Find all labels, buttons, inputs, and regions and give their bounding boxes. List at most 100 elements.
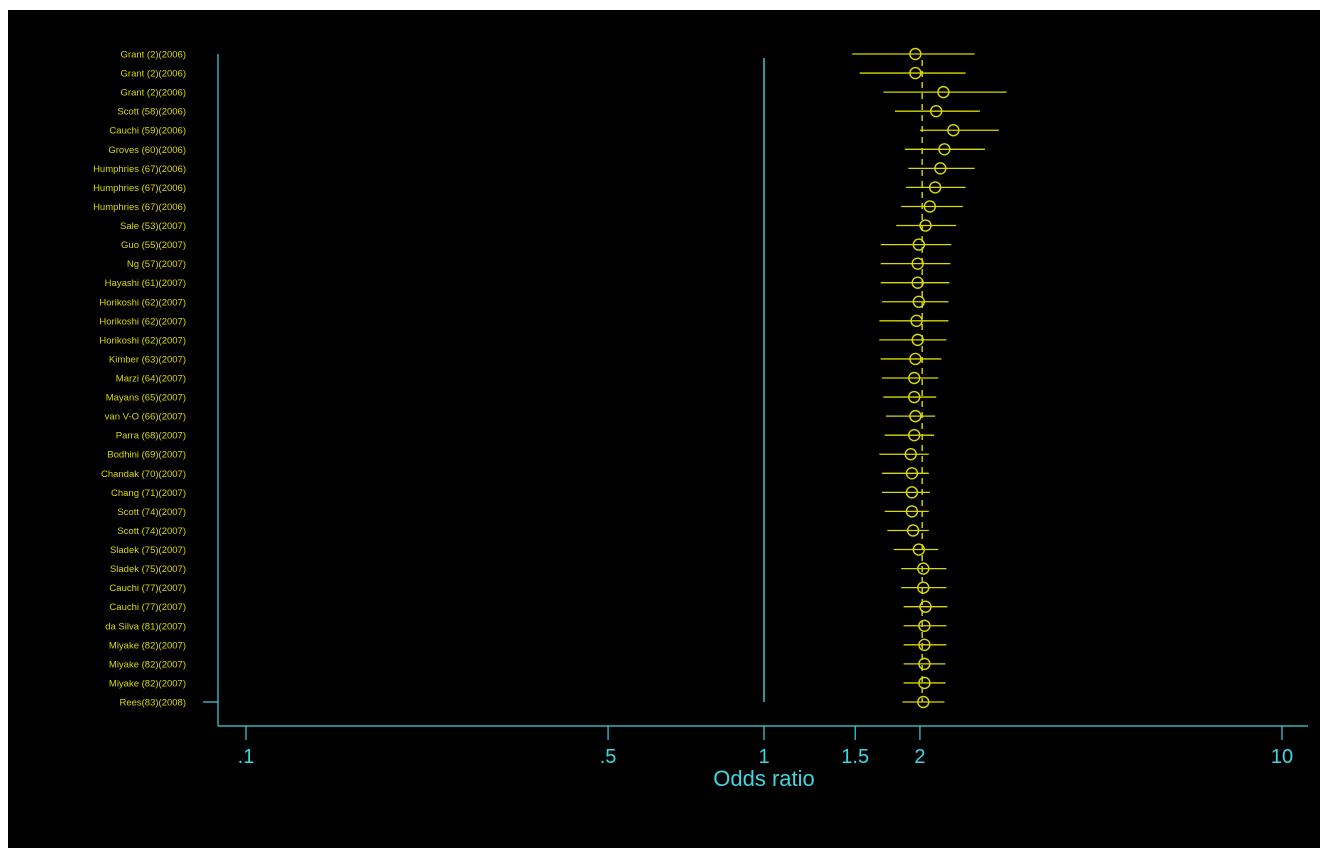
point-estimate [937,85,950,99]
study-row: Groves (60)(2006) [108,143,985,156]
point-estimate [917,581,930,594]
point-estimate [909,409,922,423]
study-label: Scott (58)(2006) [117,107,186,118]
point-estimate [908,390,921,404]
point-estimate [911,257,924,270]
study-label: Mayans (65)(2007) [106,393,186,404]
point-estimate [938,143,951,156]
point-estimate [918,619,931,632]
study-label: Cauchi (59)(2006) [109,126,186,137]
study-row: Bodhini (69)(2007) [107,448,929,461]
study-label: Grant (2)(2006) [121,69,186,80]
point-estimate [928,181,942,194]
point-estimate [918,676,931,690]
x-tick-label: 1.5 [841,746,869,768]
study-label: Bodhini (69)(2007) [107,450,186,461]
study-row: Cauchi (77)(2007) [109,581,947,594]
study-label: Guo (55)(2007) [121,240,186,251]
study-label: Ng (57)(2007) [127,259,186,270]
study-row: Miyake (82)(2007) [109,676,946,690]
point-estimate [912,295,926,308]
study-row: Mayans (65)(2007) [106,390,937,404]
point-estimate [947,124,960,137]
study-label: Hayashi (61)(2007) [105,278,186,289]
forest-plot-svg: .1 .5 1 1.5 2 10 Grant (2)(2006) Grant (2)(200… [8,10,1320,848]
point-estimate [905,486,919,499]
study-label: Grant (2)(2006) [121,88,186,99]
study-row: Humphries (67)(2006) [93,200,963,213]
x-ticks: .1 .5 1 1.5 2 10 [238,726,1293,768]
study-label: da Silva (81)(2007) [105,621,186,632]
point-estimate [908,428,921,442]
study-row: Humphries (67)(2006) [93,162,975,175]
study-row: Rees(83)(2008) [119,695,945,709]
study-row: Parra (68)(2007) [116,428,935,442]
study-label: Humphries (67)(2006) [93,164,186,175]
study-label: Sale (53)(2007) [120,221,186,232]
study-label: Horikoshi (62)(2007) [99,316,186,327]
study-row: Miyake (82)(2007) [109,638,947,652]
study-row: Ng (57)(2007) [127,257,951,270]
point-estimate [918,638,931,652]
study-label: Miyake (82)(2007) [109,678,186,689]
study-label: Sladek (75)(2007) [110,564,186,575]
point-estimate [919,219,932,232]
x-tick-label: 2 [914,746,925,768]
study-row: Scott (58)(2006) [117,104,980,118]
point-estimate [906,524,920,537]
forest-plot: .1 .5 1 1.5 2 10 Grant (2)(2006) Grant (2)(200… [8,10,1320,848]
study-row: Sladek (75)(2007) [110,562,947,575]
point-estimate [909,352,922,366]
point-estimate [908,371,921,385]
study-label: Miyake (82)(2007) [109,640,186,651]
point-estimate [909,47,922,61]
study-row: Hayashi (61)(2007) [105,276,950,289]
study-row: Horikoshi (62)(2007) [99,314,949,327]
study-label: Kimber (63)(2007) [109,354,186,365]
study-row: Humphries (67)(2006) [93,181,966,194]
study-row: Horikoshi (62)(2007) [99,333,947,347]
point-estimate [911,333,924,347]
point-estimate [912,238,926,251]
study-label: Humphries (67)(2006) [93,183,186,194]
study-label: Parra (68)(2007) [116,431,186,442]
point-estimate [911,276,924,289]
study-row: Grant (2)(2006) [121,47,975,61]
study-row: Grant (2)(2006) [121,85,1007,99]
study-row: da Silva (81)(2007) [105,619,947,632]
point-estimate [917,562,930,575]
study-row: van V-O (66)(2007) [105,409,936,423]
study-row: Sale (53)(2007) [120,219,957,232]
study-row: Horikoshi (62)(2007) [99,295,949,308]
study-label: Horikoshi (62)(2007) [99,297,186,308]
study-row: Sladek (75)(2007) [110,543,939,556]
study-label: van V-O (66)(2007) [105,412,186,423]
point-estimate [923,200,937,213]
x-tick-label: 10 [1271,746,1293,768]
point-estimate [934,162,947,175]
point-estimate [930,104,943,118]
x-tick-label: .1 [238,746,255,768]
study-label: Cauchi (77)(2007) [109,583,186,594]
study-label: Humphries (67)(2006) [93,202,186,213]
study-row: Cauchi (77)(2007) [109,600,948,613]
study-label: Horikoshi (62)(2007) [99,335,186,346]
study-row: Chandak (70)(2007) [101,467,929,480]
x-tick-label: .5 [600,746,617,768]
study-row: Guo (55)(2007) [121,238,952,251]
study-label: Rees(83)(2008) [119,698,186,709]
study-label: Cauchi (77)(2007) [109,602,186,613]
study-label: Scott (74)(2007) [117,526,186,537]
study-row: Scott (74)(2007) [117,524,929,537]
point-estimate [912,543,926,556]
study-row: Chang (71)(2007) [111,486,930,499]
study-label: Marzi (64)(2007) [116,374,186,385]
study-row: Kimber (63)(2007) [109,352,942,366]
x-axis-title: Odds ratio [713,766,815,791]
study-label: Sladek (75)(2007) [110,545,186,556]
study-label: Chang (71)(2007) [111,488,186,499]
point-estimate [909,66,922,80]
x-tick-label: 1 [758,746,769,768]
study-row: Marzi (64)(2007) [116,371,939,385]
study-label: Miyake (82)(2007) [109,659,186,670]
